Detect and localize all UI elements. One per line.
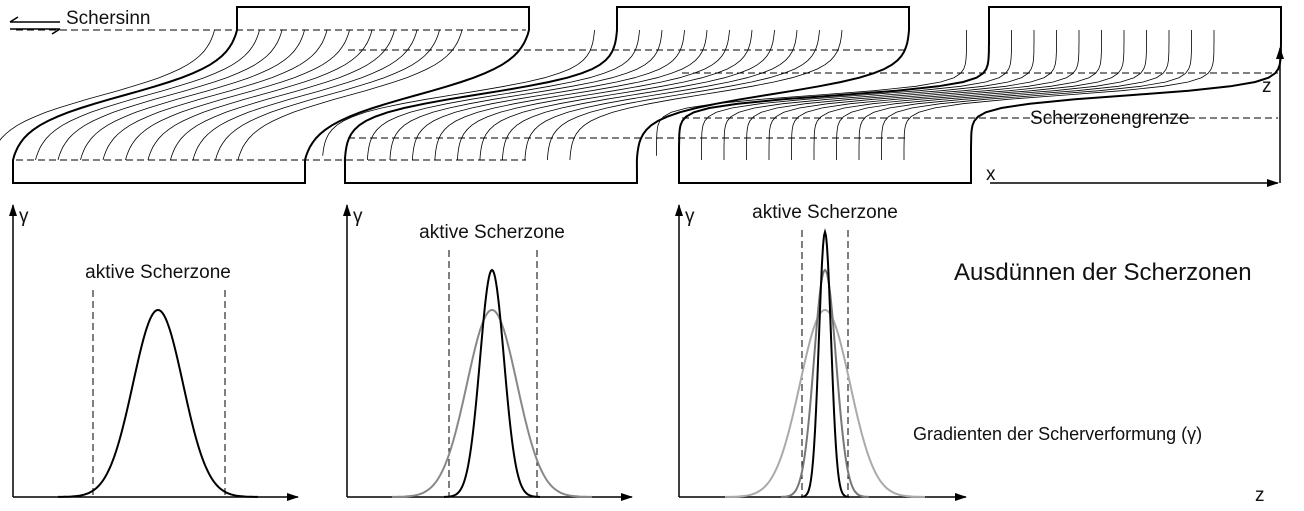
shear-line — [836, 30, 1147, 160]
zone-label: aktive Scherzone — [419, 222, 565, 243]
shear-line — [125, 29, 350, 161]
shear-line — [13, 29, 238, 156]
shear-sense-arrows — [9, 16, 61, 35]
subtitle: Gradienten der Scherverformung (γ) — [913, 424, 1202, 444]
shear-sense-label: Schersinn — [66, 8, 151, 29]
shear-line — [656, 30, 967, 156]
zone-label: aktive Scherzone — [85, 262, 231, 283]
title: Ausdünnen der Scherzonen — [954, 259, 1252, 286]
shear-line — [215, 29, 440, 161]
strain-profile — [444, 268, 540, 498]
block-outline — [343, 6, 910, 184]
shear-line — [768, 30, 1080, 160]
shear-line — [881, 30, 1192, 160]
shear-line — [791, 30, 1102, 160]
shear-line — [344, 29, 618, 156]
shear-line — [858, 30, 1170, 160]
shear-line — [322, 29, 595, 156]
shear-line — [192, 29, 418, 161]
gamma-label: γ — [353, 206, 363, 227]
shear-line — [237, 29, 463, 161]
shear-line — [170, 29, 395, 161]
strain-profile — [58, 308, 258, 498]
shear-line — [102, 29, 328, 161]
shear-line — [678, 30, 990, 156]
shear-line — [903, 30, 1215, 160]
shear-line — [746, 30, 1057, 160]
shear-line — [80, 29, 305, 161]
z-axis-label: z — [1262, 76, 1272, 97]
zone-label: aktive Scherzone — [752, 202, 898, 223]
z-axis-bottom-label: z — [1255, 485, 1265, 506]
shear-line — [701, 30, 1012, 160]
strain-profile — [781, 268, 869, 498]
shear-line — [813, 30, 1125, 160]
x-axis-label: x — [986, 164, 996, 185]
gamma-label: γ — [685, 206, 695, 227]
strain-profile — [725, 308, 925, 498]
gamma-label: γ — [19, 206, 29, 227]
shear-line — [147, 29, 373, 161]
shear-line — [723, 30, 1035, 160]
shear-line — [57, 29, 283, 161]
shear-line — [0, 29, 215, 141]
strain-profile — [392, 308, 592, 498]
strain-profile — [800, 228, 850, 498]
zone-boundary-label: Scherzonengrenze — [1030, 108, 1190, 129]
shear-line — [35, 29, 260, 161]
